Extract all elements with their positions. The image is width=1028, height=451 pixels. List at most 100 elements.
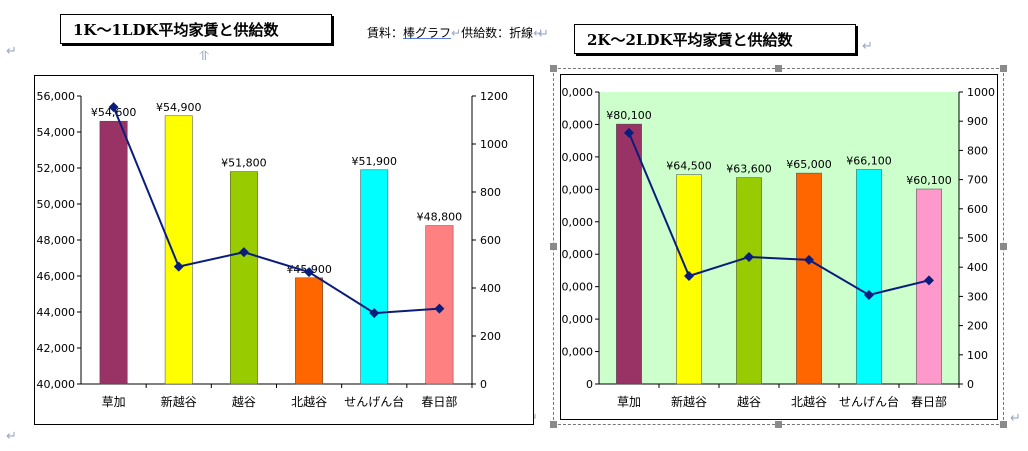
paragraph-mark-icon: ↵ — [6, 429, 17, 444]
data-label: ¥48,800 — [417, 211, 463, 224]
y2-tick-label: 1000 — [967, 86, 995, 99]
y2-tick-label: 200 — [967, 320, 988, 333]
caption-supply-label: 供給数： — [461, 26, 510, 40]
x-tick-label: 草加 — [617, 395, 641, 409]
bar — [856, 169, 882, 385]
x-tick-label: せんげん台 — [839, 394, 899, 409]
resize-handle-top-right[interactable] — [1000, 65, 1007, 72]
x-tick-label: 北越谷 — [291, 395, 327, 409]
y2-tick-label: 100 — [967, 349, 988, 362]
bar — [916, 188, 942, 385]
supply-point-marker — [924, 275, 934, 286]
supply-point-marker — [369, 308, 380, 319]
y2-tick-label: 500 — [967, 232, 988, 245]
paragraph-mark-icon: ↵ — [6, 44, 17, 59]
supply-point-marker — [864, 289, 874, 300]
y-tick-label: 10,000 — [561, 346, 593, 359]
y-tick-label: 56,000 — [37, 90, 76, 103]
data-label: ¥80,100 — [606, 109, 652, 122]
y2-tick-label: 400 — [480, 282, 501, 295]
y2-tick-label: 0 — [967, 378, 974, 391]
bar — [616, 123, 642, 385]
chart-2k-svg: 0 10,000 20,000 30,000 40,000 50,000 60,000 70,… — [555, 86, 996, 409]
plot-area — [599, 92, 959, 384]
x-tick-label: せんげん台 — [344, 394, 404, 409]
y-tick-label: 40,000 — [561, 248, 593, 261]
caption-rent-label: 賃料： — [367, 26, 404, 40]
bar — [229, 171, 258, 385]
x-tick-label: 北越谷 — [791, 395, 827, 409]
paragraph-mark-icon: ↵ — [538, 27, 549, 42]
y-tick-label: 50,000 — [37, 198, 76, 211]
supply-point-marker — [744, 251, 754, 262]
bar — [164, 115, 193, 385]
y-tick-label: 70,000 — [561, 151, 593, 164]
y-tick-label: 90,000 — [561, 86, 593, 99]
bar — [796, 172, 822, 385]
x-tick-label: 越谷 — [232, 395, 256, 409]
y2-tick-label: 400 — [967, 261, 988, 274]
y2-tick-label: 800 — [967, 144, 988, 157]
y-tick-label: 52,000 — [37, 162, 76, 175]
bar — [360, 169, 389, 385]
y2-tick-label: 200 — [480, 330, 501, 343]
y2-tick-label: 1000 — [480, 138, 508, 151]
bar — [736, 177, 762, 385]
chart-title-1k-text: 1K～1LDK平均家賃と供給数 — [73, 20, 279, 39]
caption-return-mark: ↵ — [451, 26, 462, 40]
resize-handle-right[interactable] — [1000, 243, 1007, 250]
chart-title-2k-text: 2K～2LDK平均家賃と供給数 — [587, 30, 793, 49]
y2-tick-label: 800 — [480, 186, 501, 199]
y2-tick-label: 600 — [480, 234, 501, 247]
y2-tick-label: 0 — [480, 378, 487, 391]
chart-2k-2ldk[interactable]: 0 10,000 20,000 30,000 40,000 50,000 60,000 70,… — [555, 74, 998, 420]
y2-tick-label: 600 — [967, 203, 988, 216]
data-label: ¥66,100 — [846, 155, 892, 168]
y-tick-label: 0 — [586, 378, 593, 391]
x-tick-label: 春日部 — [421, 394, 457, 409]
x-tick-label: 新越谷 — [671, 394, 707, 409]
supply-point-marker — [173, 261, 184, 272]
bar — [295, 277, 324, 385]
supply-point-marker — [684, 270, 694, 281]
y-tick-label: 54,000 — [37, 126, 76, 139]
resize-handle-bottom-right[interactable] — [1000, 421, 1007, 428]
anchor-icon: ⥣ — [199, 49, 209, 64]
supply-point-marker — [304, 267, 315, 278]
y-tick-label: 20,000 — [561, 313, 593, 326]
y-tick-label: 44,000 — [37, 306, 76, 319]
chart-title-1k[interactable]: 1K～1LDK平均家賃と供給数 — [60, 14, 332, 44]
resize-handle-top[interactable] — [775, 65, 782, 72]
paragraph-mark-icon: ↵ — [862, 39, 873, 54]
supply-point-marker — [624, 127, 634, 138]
resize-handle-top-left[interactable] — [550, 65, 557, 72]
y-tick-label: 80,000 — [561, 118, 593, 131]
y2-tick-label: 900 — [967, 115, 988, 128]
data-label: ¥54,600 — [91, 106, 137, 119]
data-label: ¥60,100 — [906, 174, 952, 187]
resize-handle-bottom[interactable] — [775, 421, 782, 428]
x-tick-label: 越谷 — [737, 395, 761, 409]
y-tick-label: 46,000 — [37, 270, 76, 283]
chart-1k-1ldk[interactable]: 40,000 42,000 44,000 46,000 48,000 50,000 52,0… — [34, 75, 534, 425]
resize-handle-left[interactable] — [550, 243, 557, 250]
data-label: ¥65,000 — [786, 158, 832, 171]
y2-tick-label: 1200 — [480, 90, 508, 103]
y2-tick-label: 700 — [967, 174, 988, 187]
data-label: ¥63,600 — [726, 163, 772, 176]
supply-point-marker — [804, 254, 814, 265]
caption-end-return-mark: ↵ — [533, 26, 544, 40]
chart-title-2k[interactable]: 2K～2LDK平均家賃と供給数 — [574, 24, 856, 54]
y2-tick-label: 300 — [967, 290, 988, 303]
data-label: ¥51,800 — [221, 157, 267, 170]
supply-point-marker — [238, 247, 249, 258]
caption-line-word: 折線 — [509, 26, 534, 40]
supply-line — [628, 132, 930, 297]
paragraph-mark-icon: ↵ — [1010, 411, 1021, 426]
caption-bar-word: 棒グラフ — [403, 26, 452, 40]
x-tick-label: 草加 — [102, 395, 126, 409]
y-tick-label: 48,000 — [37, 234, 76, 247]
resize-handle-bottom-left[interactable] — [550, 421, 557, 428]
legend-caption: 賃料：棒グラフ↵供給数：折線↵ — [367, 24, 543, 41]
supply-point-marker — [434, 303, 445, 314]
